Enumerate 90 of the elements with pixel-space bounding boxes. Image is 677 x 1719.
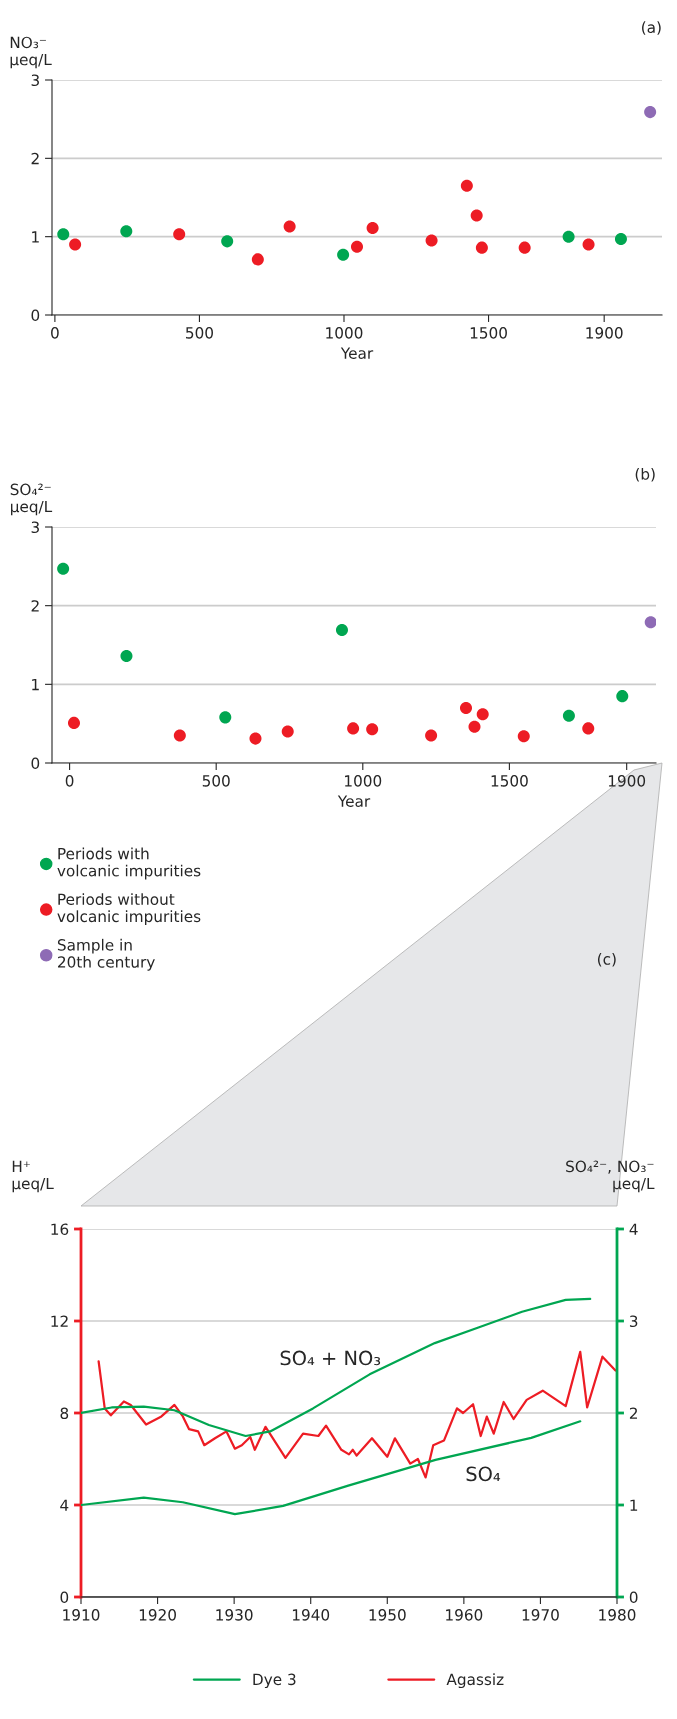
point — [173, 729, 186, 742]
point — [459, 701, 473, 714]
y-axis-title: NO₃⁻ µeq/L — [10, 36, 52, 69]
line-series — [81, 1420, 582, 1516]
point — [221, 235, 234, 248]
point — [219, 711, 232, 724]
x-tick-label: 1900 — [586, 327, 623, 339]
point — [644, 106, 657, 119]
y-axis-title: SO₄²⁻ µeq/L — [10, 483, 53, 516]
point — [562, 230, 575, 243]
x-tick-label: 1910 — [63, 1609, 100, 1621]
legend-label: Dye 3 — [253, 1673, 296, 1689]
annotation: SO₄ + NO₃ — [280, 1350, 381, 1366]
y-tick-label: 12 — [51, 1315, 68, 1327]
x-tick-label: 1920 — [139, 1609, 176, 1621]
x-tick-label: 1980 — [599, 1609, 636, 1621]
y2-tick-label: 4 — [629, 1223, 638, 1235]
point — [475, 241, 488, 254]
point — [425, 234, 438, 247]
point — [582, 238, 595, 251]
point — [173, 228, 186, 241]
chart-title: (a) — [642, 21, 661, 35]
y-tick-label: 0 — [31, 757, 40, 770]
point — [120, 650, 133, 663]
point — [614, 233, 627, 246]
point — [67, 716, 80, 729]
point — [347, 722, 360, 735]
legend-label: Agassiz — [446, 1673, 504, 1689]
y-tick-label: 3 — [31, 74, 39, 87]
line-series — [81, 1297, 592, 1438]
y2-tick-label: 0 — [629, 1591, 638, 1604]
point — [57, 562, 70, 575]
point — [366, 723, 379, 736]
point — [350, 240, 364, 253]
y-tick-label: 0 — [60, 1591, 69, 1604]
point — [470, 209, 483, 222]
point — [476, 708, 489, 721]
y2-tick-label: 3 — [629, 1315, 638, 1328]
point — [562, 709, 575, 722]
point — [337, 248, 350, 261]
x-tick-label: 500 — [186, 327, 214, 339]
y-tick-label: 1 — [32, 679, 39, 691]
point — [644, 616, 656, 629]
point — [518, 241, 531, 254]
point — [517, 730, 530, 743]
y-tick-label: 2 — [31, 152, 39, 165]
point — [460, 179, 473, 192]
y2-tick-label: 2 — [629, 1407, 637, 1419]
x-tick-label: 1900 — [608, 775, 646, 787]
y-tick-label: 3 — [31, 521, 39, 534]
point — [582, 722, 595, 735]
point — [251, 253, 264, 266]
x-tick-label: 1000 — [345, 775, 382, 787]
x-tick-label: 1500 — [491, 775, 528, 787]
y-axis-title: H⁺ µeq/L — [12, 1160, 54, 1193]
x-tick-label: 1970 — [522, 1609, 559, 1621]
x-axis-title: Year — [337, 795, 371, 807]
y-tick-label: 16 — [51, 1223, 69, 1236]
y2-axis-title: SO₄²⁻, NO₃⁻ µeq/L — [566, 1160, 655, 1193]
point — [335, 624, 348, 637]
x-tick-label: 500 — [202, 775, 230, 787]
x-tick-label: 1960 — [446, 1609, 483, 1621]
point — [283, 220, 296, 233]
x-tick-label: 1000 — [326, 327, 363, 339]
point — [249, 732, 262, 745]
x-tick-label: 1950 — [369, 1609, 406, 1621]
point — [281, 725, 294, 738]
x-tick-label: 1930 — [216, 1609, 253, 1621]
x-tick-label: 1940 — [292, 1609, 330, 1621]
y-tick-label: 4 — [60, 1499, 69, 1511]
x-axis-title: Year — [340, 347, 374, 359]
chart-title: (c) — [597, 953, 616, 967]
legend-label: Periods with volcanic impurities — [57, 847, 201, 880]
point — [468, 720, 481, 733]
y-tick-label: 2 — [31, 600, 39, 612]
point — [366, 222, 379, 235]
y-tick-label: 0 — [31, 309, 40, 322]
x-tick-label: 1500 — [470, 327, 507, 339]
legend-label: Sample in 20th century — [57, 938, 155, 971]
y-tick-label: 1 — [32, 231, 39, 243]
chart-title: (b) — [635, 468, 655, 482]
annotation: SO₄ — [466, 1466, 501, 1482]
point — [57, 228, 70, 241]
point — [69, 238, 82, 251]
y2-tick-label: 1 — [630, 1499, 638, 1511]
y-tick-label: 8 — [60, 1407, 69, 1420]
point — [120, 225, 133, 238]
point — [425, 729, 438, 742]
legend-label: Periods without volcanic impurities — [57, 893, 201, 926]
point — [616, 690, 629, 703]
